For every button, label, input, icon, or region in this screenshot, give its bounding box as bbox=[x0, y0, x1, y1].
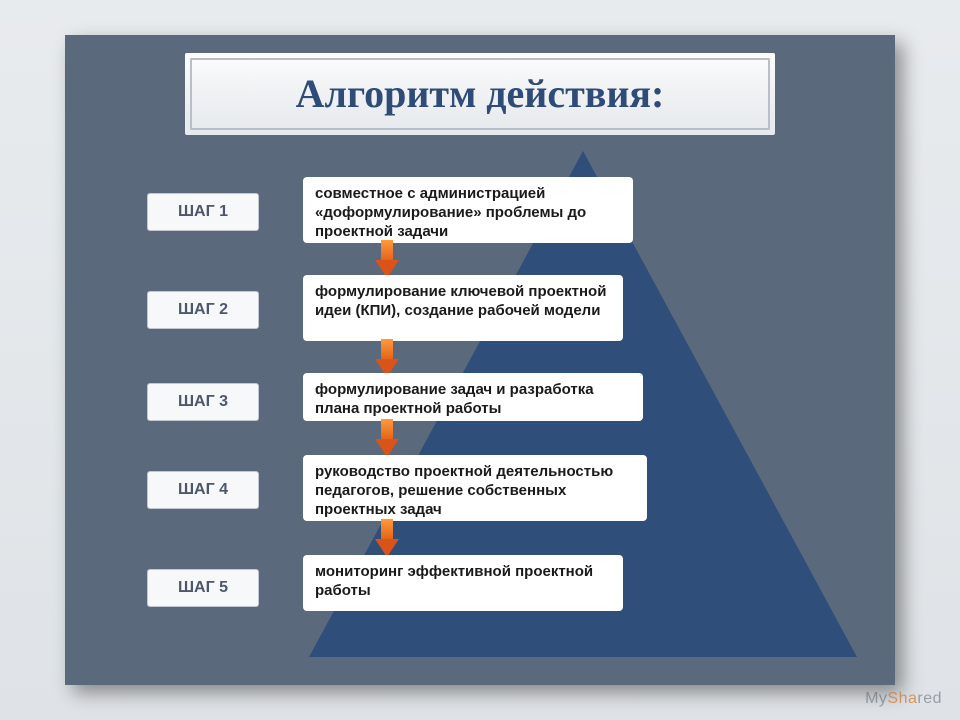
step-2-label: ШАГ 2 bbox=[147, 291, 259, 329]
arrow-down-icon bbox=[381, 240, 393, 262]
arrow-down-icon bbox=[381, 339, 393, 361]
step-4-content: руководство проектной деятельностью педа… bbox=[303, 455, 647, 521]
arrow-1 bbox=[375, 240, 399, 278]
title-panel: Алгоритм действия: bbox=[185, 53, 775, 135]
arrow-down-icon bbox=[381, 519, 393, 541]
arrow-down-icon bbox=[381, 419, 393, 441]
watermark: MyShared bbox=[865, 690, 942, 708]
watermark-pre: My bbox=[865, 690, 887, 707]
step-3-label: ШАГ 3 bbox=[147, 383, 259, 421]
arrow-3 bbox=[375, 419, 399, 457]
arrow-4 bbox=[375, 519, 399, 557]
watermark-post: red bbox=[917, 690, 942, 707]
step-5-content: мониторинг эффективной проектной работы bbox=[303, 555, 623, 611]
page-title: Алгоритм действия: bbox=[185, 53, 775, 135]
arrow-2 bbox=[375, 339, 399, 377]
step-3-content: формулирование задач и разработка плана … bbox=[303, 373, 643, 421]
step-1-label: ШАГ 1 bbox=[147, 193, 259, 231]
slide: Алгоритм действия: ШАГ 1 совместное с ад… bbox=[65, 35, 895, 685]
step-5-label: ШАГ 5 bbox=[147, 569, 259, 607]
step-4-label: ШАГ 4 bbox=[147, 471, 259, 509]
step-1-content: совместное с администрацией «доформулиро… bbox=[303, 177, 633, 243]
watermark-accent: Sha bbox=[887, 690, 917, 707]
step-2-content: формулирование ключевой проектной идеи (… bbox=[303, 275, 623, 341]
